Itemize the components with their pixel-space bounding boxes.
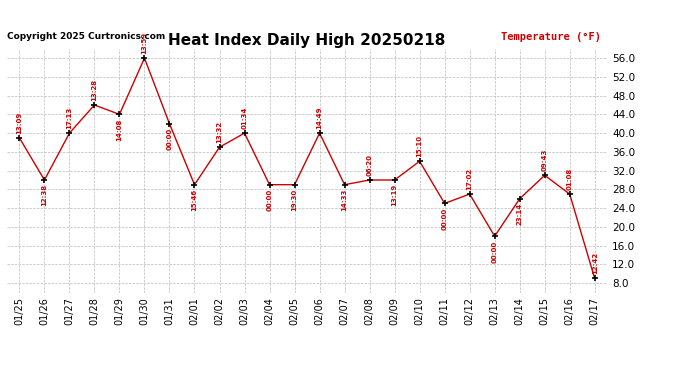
Text: 19:30: 19:30 (292, 189, 297, 211)
Text: 17:13: 17:13 (66, 107, 72, 129)
Text: 12:42: 12:42 (592, 252, 598, 274)
Text: 09:43: 09:43 (542, 149, 548, 171)
Text: 13:59: 13:59 (141, 32, 148, 54)
Text: 00:00: 00:00 (166, 128, 172, 150)
Text: Temperature (°F): Temperature (°F) (501, 32, 601, 42)
Text: 12:38: 12:38 (41, 184, 48, 206)
Text: 01:34: 01:34 (241, 106, 248, 129)
Text: 23:14: 23:14 (517, 203, 522, 225)
Text: 15:10: 15:10 (417, 135, 422, 157)
Text: 14:33: 14:33 (342, 189, 348, 211)
Title: Heat Index Daily High 20250218: Heat Index Daily High 20250218 (168, 33, 446, 48)
Text: 06:20: 06:20 (366, 154, 373, 176)
Text: 13:19: 13:19 (392, 184, 397, 206)
Text: 00:00: 00:00 (442, 208, 448, 230)
Text: 13:32: 13:32 (217, 121, 222, 143)
Text: 13:09: 13:09 (17, 111, 22, 134)
Text: 14:49: 14:49 (317, 106, 322, 129)
Text: 15:46: 15:46 (192, 189, 197, 211)
Text: 14:08: 14:08 (117, 118, 122, 141)
Text: 17:02: 17:02 (466, 168, 473, 190)
Text: 13:28: 13:28 (92, 79, 97, 101)
Text: 01:08: 01:08 (566, 168, 573, 190)
Text: 00:00: 00:00 (492, 240, 497, 262)
Text: Copyright 2025 Curtronics.com: Copyright 2025 Curtronics.com (7, 32, 165, 41)
Text: 00:00: 00:00 (266, 189, 273, 211)
